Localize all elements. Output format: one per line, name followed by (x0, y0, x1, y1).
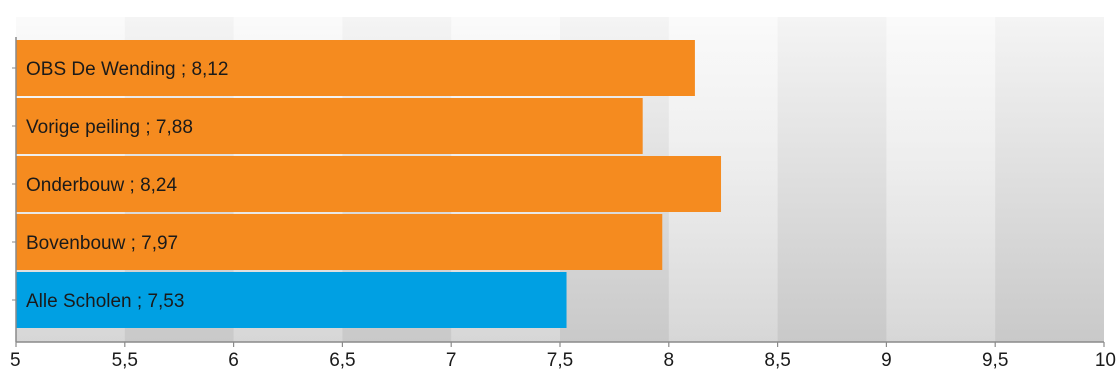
bar (16, 214, 663, 270)
x-tick-label: 9 (881, 350, 892, 371)
x-tick-label: 7,5 (547, 350, 573, 371)
bars-group: OBS De Wending ; 8,12 Vorige peiling ; 7,… (16, 40, 722, 328)
bar-data-label: Onderbouw ; 8,24 (26, 175, 177, 196)
x-axis: 5 5,5 6 6,5 7 7,5 8 8,5 9 9,5 10 (10, 37, 1116, 371)
bar (16, 40, 695, 96)
bar-data-label: Bovenbouw ; 7,97 (26, 233, 178, 254)
bar (16, 272, 567, 328)
bar-data-label: OBS De Wending ; 8,12 (26, 59, 228, 80)
x-tick-label: 9,5 (982, 350, 1008, 371)
x-tick-label: 6,5 (329, 350, 355, 371)
grid-band (886, 17, 996, 342)
x-tick-label: 5,5 (112, 350, 138, 371)
x-tick-label: 8,5 (764, 350, 790, 371)
x-tick-label: 8 (664, 350, 675, 371)
x-tick-label: 6 (228, 350, 239, 371)
x-tick-label: 10 (1095, 350, 1116, 371)
bar (16, 156, 722, 212)
bar-data-label: Alle Scholen ; 7,53 (26, 291, 184, 312)
bar (16, 98, 643, 154)
x-tick-label: 5 (10, 350, 21, 371)
bar-data-label: Vorige peiling ; 7,88 (26, 117, 193, 138)
x-tick-label: 7 (446, 350, 457, 371)
